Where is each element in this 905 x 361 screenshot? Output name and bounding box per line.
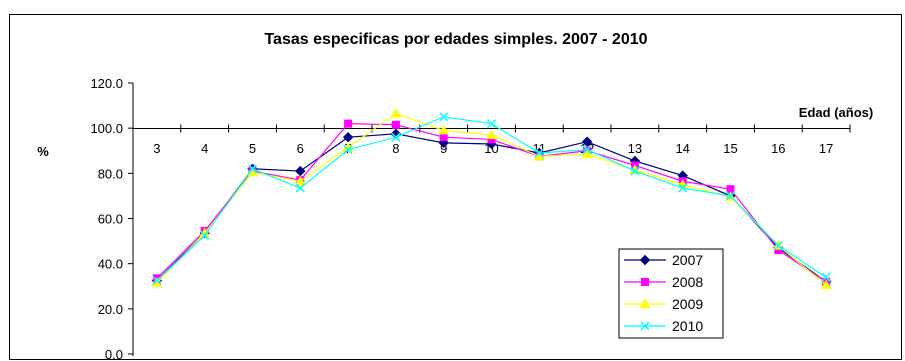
data-point-2007 bbox=[581, 136, 593, 147]
series-group bbox=[151, 107, 832, 290]
data-point-2010 bbox=[582, 145, 592, 155]
data-point-2008 bbox=[391, 120, 400, 129]
x-tick-label: 14 bbox=[675, 141, 689, 156]
legend-label: 2007 bbox=[672, 252, 703, 268]
chart-frame bbox=[9, 14, 902, 360]
data-point-2010 bbox=[247, 164, 258, 174]
legend-marker bbox=[640, 321, 650, 331]
x-axis-label: Edad (años) bbox=[799, 105, 873, 120]
legend-entry-2007: 2007 bbox=[624, 252, 703, 268]
x-tick-label: 5 bbox=[249, 141, 256, 156]
data-point-2007 bbox=[295, 165, 306, 177]
data-point-2009 bbox=[390, 107, 402, 118]
data-point-2009 bbox=[294, 175, 306, 186]
y-tick-label: 40.0 bbox=[98, 257, 123, 272]
legend-label: 2009 bbox=[672, 296, 703, 312]
y-tick-label: 0.0 bbox=[105, 347, 123, 361]
data-point-2009 bbox=[486, 129, 497, 139]
data-point-2010 bbox=[391, 132, 401, 142]
x-tick-label: 17 bbox=[819, 141, 833, 156]
legend-label: 2008 bbox=[672, 274, 703, 290]
data-point-2010 bbox=[439, 112, 449, 122]
x-tick-label: 3 bbox=[153, 141, 160, 156]
data-point-2007 bbox=[342, 131, 354, 143]
series-line-2007 bbox=[156, 133, 827, 283]
data-point-2010 bbox=[295, 183, 305, 193]
y-tick-label: 80.0 bbox=[98, 166, 123, 181]
y-tick-label: 20.0 bbox=[98, 302, 123, 317]
data-point-2010 bbox=[152, 276, 162, 286]
chart-title: Tasas especificas por edades simples. 20… bbox=[264, 31, 647, 48]
x-tick-label: 15 bbox=[723, 141, 737, 156]
data-point-2010 bbox=[486, 119, 497, 129]
series-2009 bbox=[151, 107, 832, 290]
data-point-2008 bbox=[439, 133, 448, 142]
x-tick-label: 6 bbox=[297, 141, 304, 156]
data-point-2010 bbox=[821, 272, 831, 282]
x-tick-label: 16 bbox=[771, 141, 785, 156]
series-2010 bbox=[152, 112, 831, 286]
legend-box bbox=[618, 248, 724, 339]
data-point-2009 bbox=[820, 279, 832, 290]
y-tick-label: 60.0 bbox=[98, 212, 123, 227]
legend-marker bbox=[641, 278, 649, 286]
data-point-2010 bbox=[773, 241, 783, 251]
data-point-2010 bbox=[200, 230, 210, 240]
y-axis-label: % bbox=[37, 144, 49, 159]
legend-marker bbox=[639, 254, 651, 266]
legend-entry-2009: 2009 bbox=[624, 296, 703, 312]
data-point-2010 bbox=[343, 145, 353, 155]
x-tick-label: 8 bbox=[392, 141, 399, 156]
y-tick-label: 120.0 bbox=[90, 76, 123, 91]
data-point-2010 bbox=[534, 148, 544, 158]
legend: 2007 2008 2009 2010 bbox=[618, 248, 724, 339]
legend-marker bbox=[639, 298, 651, 308]
legend-entry-2008: 2008 bbox=[624, 274, 703, 290]
data-point-2009 bbox=[581, 148, 593, 159]
y-tick-label: 100.0 bbox=[90, 121, 123, 136]
x-tick-label: 4 bbox=[201, 141, 208, 156]
x-tick-label: 13 bbox=[628, 141, 642, 156]
data-point-2008 bbox=[344, 119, 353, 128]
data-point-2009 bbox=[438, 124, 450, 135]
x-axis: 34567891011121314151617 bbox=[132, 124, 851, 156]
x-tick-label: 9 bbox=[440, 141, 447, 156]
legend-label: 2010 bbox=[672, 318, 703, 334]
legend-entry-2010: 2010 bbox=[624, 318, 703, 334]
data-point-2010 bbox=[630, 166, 640, 176]
data-point-2010 bbox=[678, 183, 688, 193]
data-point-2010 bbox=[725, 191, 736, 201]
y-axis: 0.0 20.0 40.0 60.0 80.0 100.0 120.0 bbox=[90, 76, 134, 361]
